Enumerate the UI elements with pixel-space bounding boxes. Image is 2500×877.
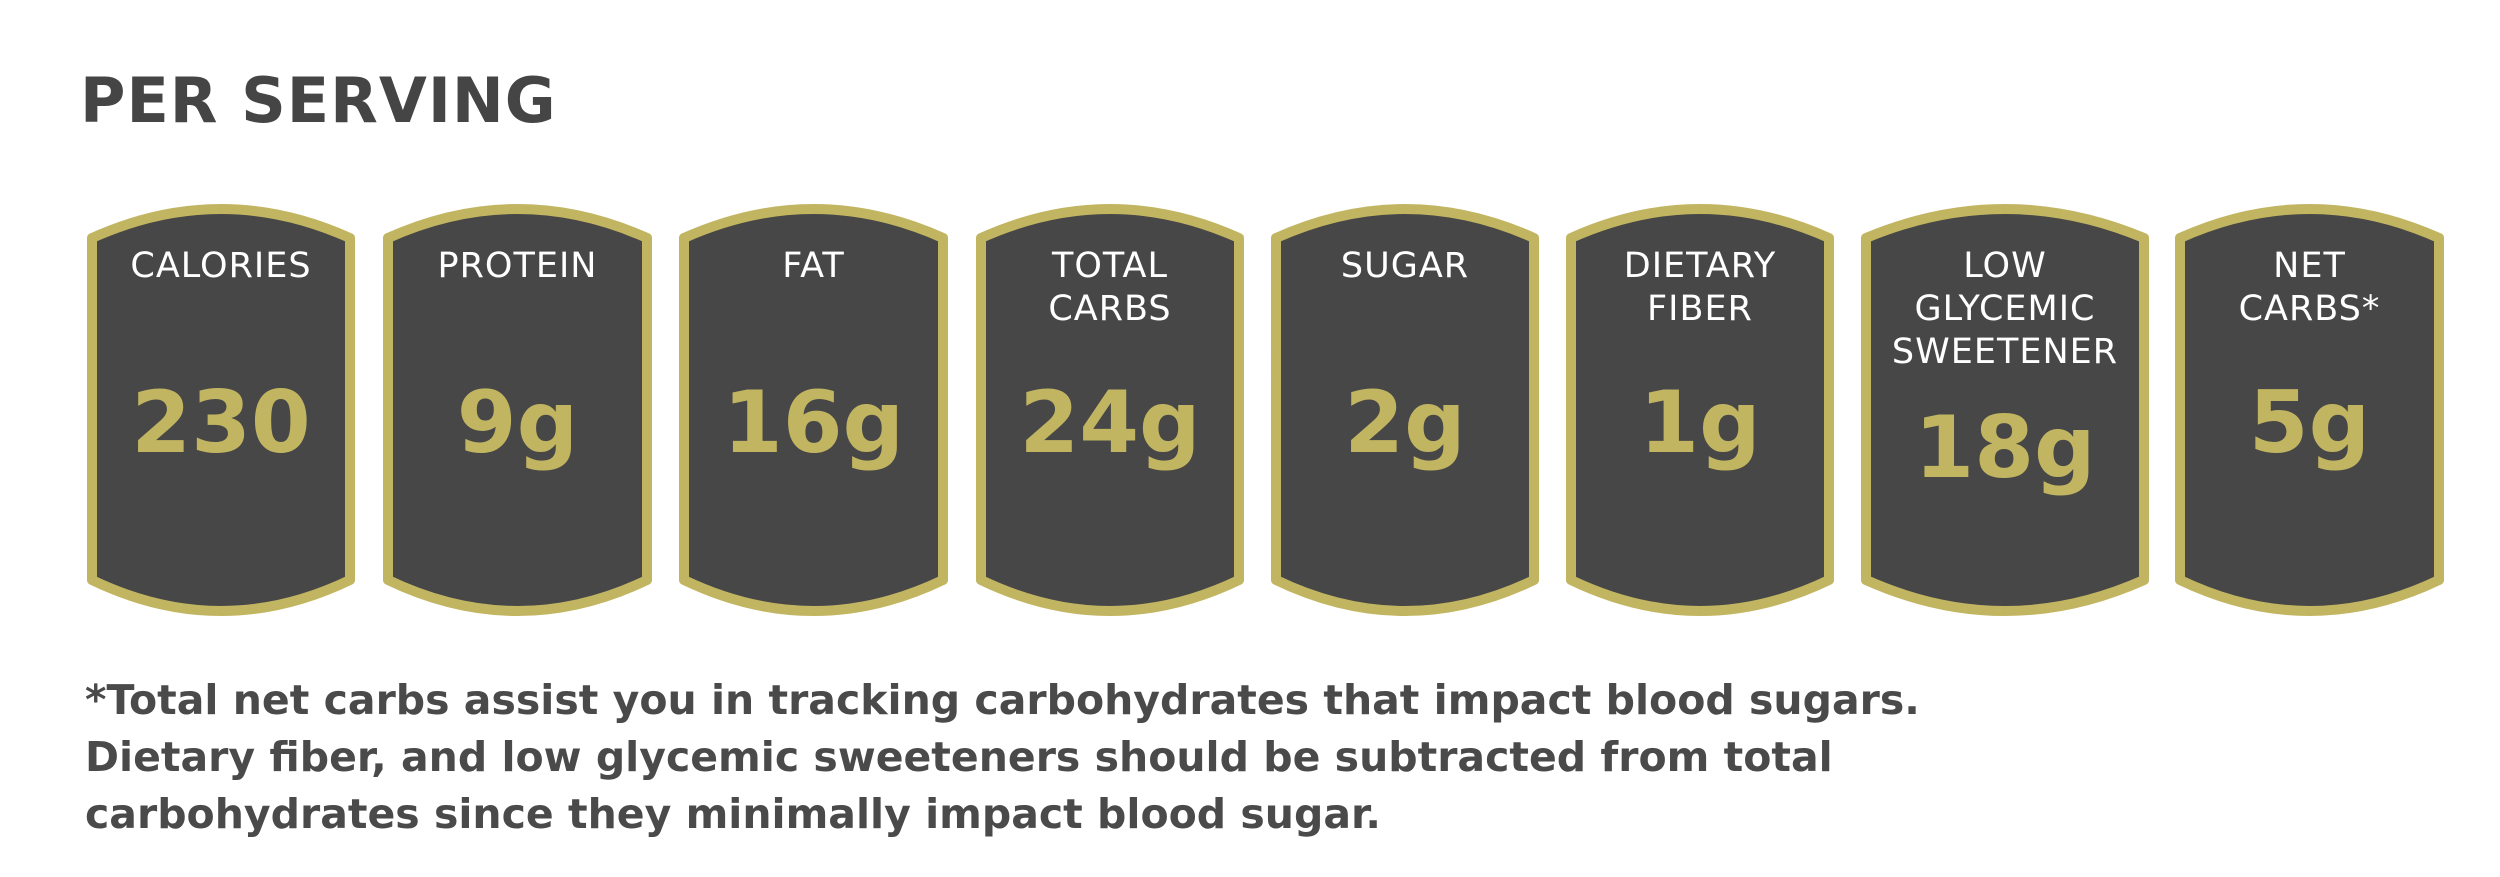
tile-value: 24g	[1019, 373, 1201, 473]
footnote-line: carbohydrates since they minimally impac…	[85, 790, 1381, 838]
nutrition-tile-total-carbs: TOTAL CARBS 24g	[974, 195, 1246, 627]
nutrition-tile-sugar: SUGAR 2g	[1269, 195, 1541, 627]
tile-badge	[679, 204, 948, 616]
tile-badge	[1861, 204, 2149, 616]
page-title: PER SERVING	[80, 64, 557, 137]
nutrition-tile-calories: CALORIES 230	[85, 195, 357, 627]
tile-value: 230	[131, 373, 311, 473]
nutrition-tile-protein: PROTEIN 9g	[381, 195, 654, 627]
tile-badge	[2175, 204, 2444, 616]
nutrition-tile-net-carbs: NET CARBS* 5g	[2173, 195, 2446, 627]
tile-badge	[1271, 204, 1539, 616]
tile-value: 2g	[1344, 373, 1466, 473]
nutrition-tile-low-glycemic-sweetener: LOW GLYCEMIC SWEETENER 18g	[1859, 195, 2151, 627]
tile-label: SUGAR	[1340, 246, 1470, 286]
tile-label: TOTAL CARBS	[1048, 246, 1172, 329]
tile-badge	[1566, 204, 1834, 616]
tile-value: 9g	[456, 373, 579, 473]
tile-badge	[976, 204, 1244, 616]
tile-label: CALORIES	[130, 246, 312, 286]
tile-label: FAT	[782, 246, 845, 286]
tile-badge	[87, 204, 355, 616]
tile-label: NET CARBS*	[2238, 246, 2381, 329]
nutrition-tile-fat: FAT 16g	[677, 195, 950, 627]
footnote-line: *Total net carbs assist you in tracking …	[85, 676, 1920, 724]
footnote: *Total net carbs assist you in tracking …	[85, 672, 2385, 843]
tile-value: 16g	[722, 373, 905, 473]
tile-label: DIETARY FIBER	[1623, 246, 1777, 329]
tile-label: PROTEIN	[437, 246, 598, 286]
tile-value: 1g	[1639, 373, 1761, 473]
nutrition-tile-dietary-fiber: DIETARY FIBER 1g	[1564, 195, 1836, 627]
tile-value: 5g	[2248, 373, 2371, 473]
tile-badge	[383, 204, 652, 616]
tile-label: LOW GLYCEMIC SWEETENER	[1891, 246, 2119, 372]
footnote-line: Dietary fiber, and low glycemic sweetene…	[85, 733, 1833, 781]
tile-value: 18g	[1914, 398, 2096, 498]
